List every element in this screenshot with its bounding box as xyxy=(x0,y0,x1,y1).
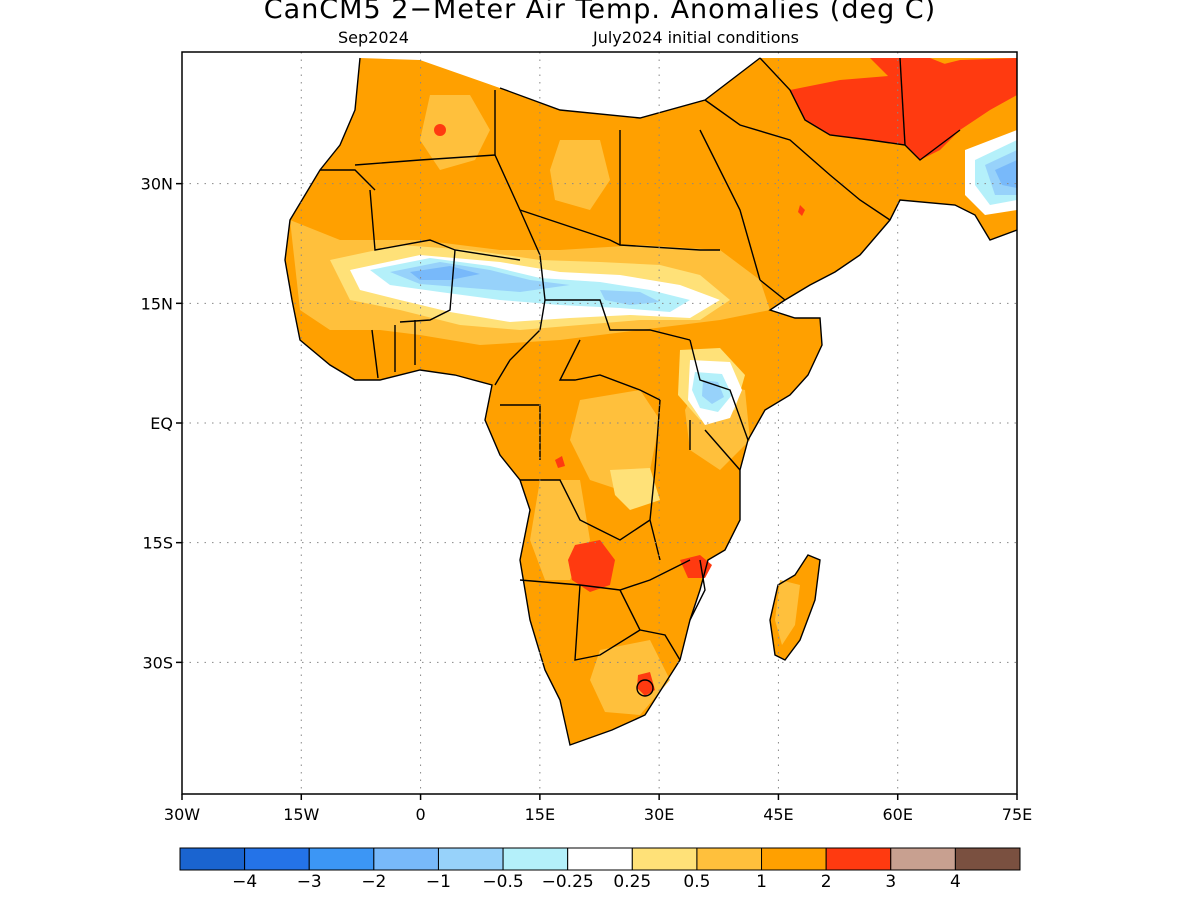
colorbar-swatch xyxy=(761,847,827,871)
colorbar-swatch xyxy=(631,847,698,871)
forecast-month: Sep2024 xyxy=(338,28,409,47)
colorbar-swatch xyxy=(954,847,1021,871)
lon-tick-label: 15W xyxy=(283,805,319,824)
lon-tick-label: 0 xyxy=(415,805,425,824)
lat-tick-label: 30N xyxy=(141,175,173,194)
colorbar-swatch xyxy=(308,847,375,871)
colorbar-swatch xyxy=(244,847,310,871)
lon-tick-label: 75E xyxy=(1002,805,1032,824)
anomaly-india-cool xyxy=(965,130,1017,215)
colorbar-label: −2 xyxy=(361,872,386,892)
anomaly-cool-band xyxy=(370,258,732,412)
colorbar-label: −0.5 xyxy=(482,872,523,892)
colorbar-swatch xyxy=(696,847,763,871)
lat-tick-label: 30S xyxy=(142,653,173,672)
lat-tick-label: 15N xyxy=(141,294,173,313)
map-plot-area xyxy=(284,57,1017,746)
lon-tick-label: 60E xyxy=(882,805,912,824)
africa-landmass xyxy=(285,58,1017,745)
colorbar-label: 0.5 xyxy=(683,872,710,892)
colorbar-swatch xyxy=(890,847,956,871)
map-title: CanCM5 2−Meter Air Temp. Anomalies (deg … xyxy=(263,0,937,25)
colorbar-label: 2 xyxy=(821,872,832,892)
colorbar-swatch xyxy=(179,847,246,871)
lon-tick-label: 15E xyxy=(525,805,555,824)
colorbar-swatch xyxy=(437,847,504,871)
lon-tick-label: 30W xyxy=(164,805,200,824)
latitude-axis: 30N 15N EQ 15S 30S xyxy=(141,175,182,672)
colorbar-label: −1 xyxy=(426,872,451,892)
lon-tick-label: 30E xyxy=(644,805,674,824)
colorbar-label: −4 xyxy=(232,872,257,892)
longitude-axis: 30W 15W 0 15E 30E 45E 60E 75E xyxy=(164,794,1032,824)
colorbar-label: 3 xyxy=(885,872,896,892)
lat-tick-label: 15S xyxy=(142,534,173,553)
mediterranean-region xyxy=(420,58,705,118)
colorbar-swatch xyxy=(567,847,633,871)
colorbar-swatch xyxy=(502,847,569,871)
lon-tick-label: 45E xyxy=(763,805,793,824)
colorbar: −4 −3 −2 −1 −0.5 −0.25 0.25 0.5 1 2 3 4 xyxy=(179,847,1021,892)
lat-tick-label: EQ xyxy=(150,414,173,433)
colorbar-label: −0.25 xyxy=(542,872,594,892)
colorbar-swatch xyxy=(373,847,439,871)
colorbar-label: −3 xyxy=(297,872,322,892)
initial-conditions: July2024 initial conditions xyxy=(593,28,799,47)
colorbar-label: 1 xyxy=(756,872,767,892)
country-borders xyxy=(284,57,1017,746)
colorbar-label: 4 xyxy=(950,872,961,892)
colorbar-label: 0.25 xyxy=(613,872,651,892)
colorbar-swatch xyxy=(825,847,892,871)
